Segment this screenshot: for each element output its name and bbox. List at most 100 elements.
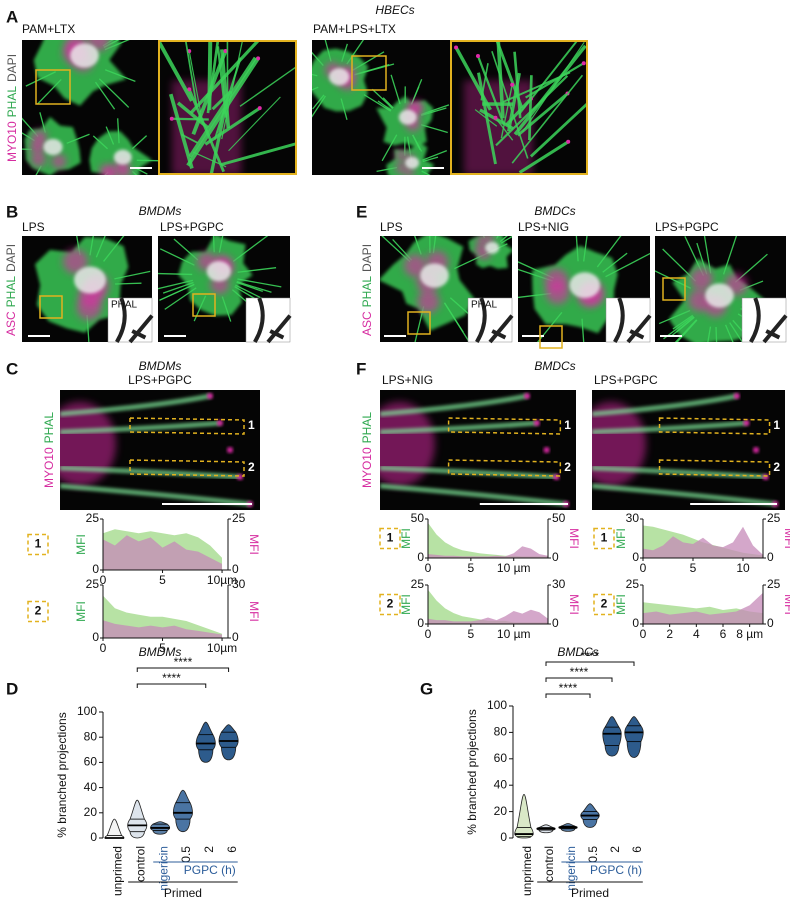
sig-bracket (545, 693, 591, 698)
filopodium (312, 73, 318, 77)
y-label: MFI (74, 601, 88, 622)
filopodium (377, 100, 392, 111)
micrograph (312, 40, 450, 175)
roi-outline (129, 459, 245, 477)
filopodium (104, 69, 136, 82)
filopodium (136, 159, 158, 162)
micrograph (380, 236, 512, 342)
roi-outline (658, 459, 771, 477)
label: LPS+PGPC (160, 220, 224, 234)
zoom-fiber (495, 75, 569, 147)
group-label: PGPC (h) (590, 863, 642, 877)
micrograph (22, 40, 158, 175)
label: G (420, 679, 433, 698)
label: HBECs (375, 3, 414, 17)
filopodium (22, 132, 35, 142)
x-tick-label: 8 µm (736, 627, 763, 641)
x-tick-label: 5 (159, 573, 166, 587)
tip-spot (227, 447, 233, 453)
label: C (6, 359, 18, 378)
roi-label: 2 (773, 460, 780, 474)
y-tick-label: 80 (84, 729, 98, 743)
myo-spot (690, 267, 713, 291)
filopodium (581, 318, 585, 342)
x-tick-label: 10 µm (497, 627, 531, 641)
filopodium (729, 322, 744, 342)
y2-tick-label: 0 (232, 562, 239, 576)
filopodium (346, 40, 365, 65)
micrograph (380, 390, 576, 510)
inset-label: PHAL (471, 300, 498, 311)
filopodium (443, 302, 464, 333)
zoom-fiber (513, 51, 522, 119)
inset-label: PHAL (111, 300, 138, 311)
profile-area (428, 609, 548, 624)
zoom-fiber (180, 133, 198, 144)
sig-label: **** (570, 665, 589, 679)
y2-label: MFI (782, 594, 790, 615)
filopodium (482, 236, 486, 239)
violin (172, 789, 193, 833)
y2-label: MFI (247, 534, 261, 555)
inset (741, 297, 787, 343)
x-tick-label: nigericin (564, 846, 578, 891)
tip-spot (169, 116, 174, 121)
sig-label: **** (559, 681, 578, 695)
y-tick-label: 0 (90, 830, 97, 844)
y2-tick-label: 0 (552, 616, 559, 630)
y2-tick-label: 25 (232, 511, 246, 525)
zoom-fiber (239, 65, 297, 107)
sig-bracket (545, 661, 635, 666)
y-tick-label: 0 (417, 616, 424, 630)
roi-key-label: 2 (601, 597, 608, 611)
x-tick-label: 0 (640, 561, 647, 575)
y-label: % branched projections (465, 709, 479, 834)
tip-spot (493, 115, 498, 120)
filopodium (236, 281, 263, 293)
profile-area (428, 522, 548, 558)
x-tick-label: 10 (736, 561, 750, 575)
stain-name: MYO10 (42, 447, 56, 488)
filament (60, 465, 241, 480)
y-tick-label: 0 (632, 616, 639, 630)
filopodium (36, 78, 62, 105)
stain-name: ASC (360, 311, 374, 336)
filopodium (114, 282, 142, 285)
roi-key (379, 527, 401, 550)
y2-tick-label: 25 (767, 577, 781, 591)
tip-spot (207, 393, 213, 399)
tip-spot (586, 24, 590, 28)
filament (380, 420, 538, 435)
y-tick-label: 30 (626, 511, 640, 525)
y-tick-label: 0 (500, 830, 507, 844)
nucleus (398, 109, 417, 125)
x-tick-label: unprimed (111, 846, 125, 896)
roi-key-label: 1 (35, 537, 42, 551)
y2-tick-label: 25 (767, 511, 781, 525)
tip-spot (475, 53, 480, 58)
filopodium (212, 236, 215, 253)
roi-box (35, 69, 71, 105)
filament (592, 465, 766, 480)
y-tick-label: 100 (77, 704, 97, 718)
tip-spot (566, 139, 571, 144)
filopodium (340, 98, 348, 120)
zoom-border (158, 40, 297, 175)
roi-label: 1 (773, 418, 780, 432)
roi-box (662, 277, 686, 301)
tip-spot (217, 420, 223, 426)
filopodium (35, 165, 42, 175)
label: LPS+NIG (382, 373, 433, 387)
x-tick-label: 6 (630, 846, 644, 853)
filopodium (159, 283, 195, 301)
y2-tick-label: 0 (767, 616, 774, 630)
filopodium (131, 170, 138, 175)
nucleus (43, 138, 63, 156)
sig-bracket (136, 667, 230, 672)
zoom-fiber (454, 46, 492, 111)
x-tick-label: 5 (468, 561, 475, 575)
filopodium (518, 268, 553, 282)
filopodium (432, 236, 437, 254)
x-tick-label: 10µm (207, 573, 237, 587)
tip-spot (454, 45, 459, 50)
